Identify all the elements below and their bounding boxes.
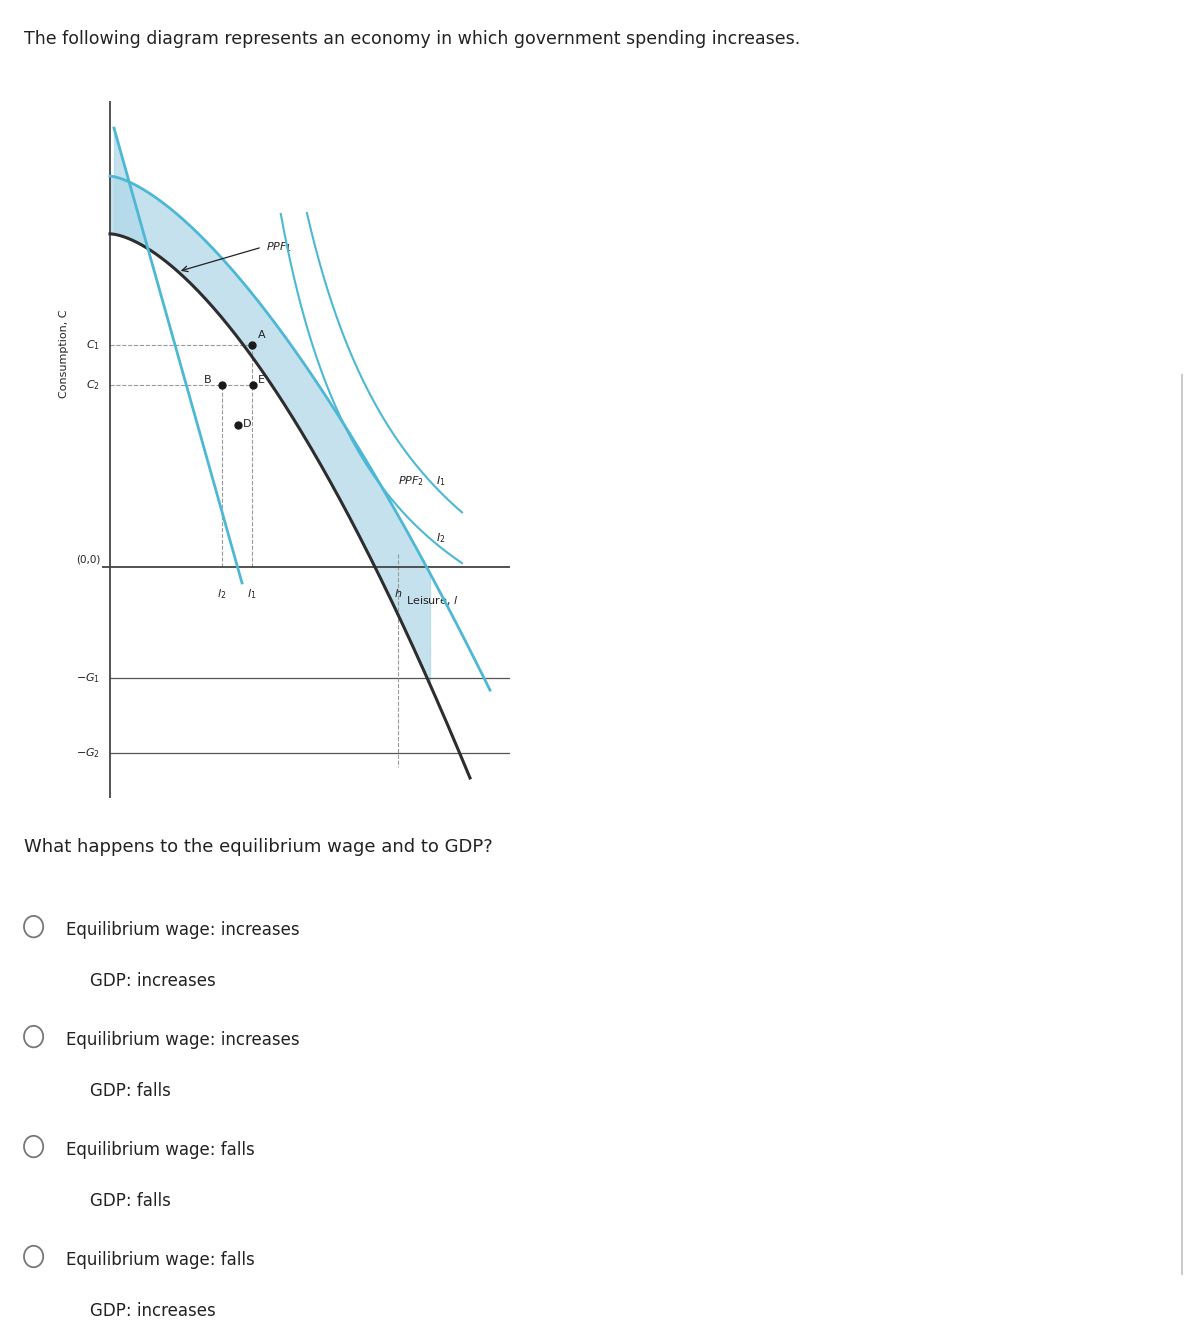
Text: $-G_1$: $-G_1$ xyxy=(76,670,100,685)
Text: $PPF_1$: $PPF_1$ xyxy=(266,240,292,253)
Text: Leisure, $l$: Leisure, $l$ xyxy=(406,594,458,606)
Text: E: E xyxy=(258,374,265,385)
Text: D: D xyxy=(242,418,251,429)
Text: B: B xyxy=(204,374,211,385)
Text: Equilibrium wage: falls: Equilibrium wage: falls xyxy=(66,1141,254,1159)
Text: GDP: increases: GDP: increases xyxy=(90,972,216,990)
Text: $-G_2$: $-G_2$ xyxy=(76,747,100,760)
Text: $h$: $h$ xyxy=(394,587,402,599)
Text: $PPF_2$: $PPF_2$ xyxy=(398,475,424,488)
Text: Consumption, C: Consumption, C xyxy=(59,310,70,398)
Text: $l_2$: $l_2$ xyxy=(217,587,227,601)
Text: $I_1$: $I_1$ xyxy=(436,475,445,488)
Text: GDP: increases: GDP: increases xyxy=(90,1302,216,1320)
Text: $I_2$: $I_2$ xyxy=(436,531,445,546)
Text: Equilibrium wage: falls: Equilibrium wage: falls xyxy=(66,1251,254,1269)
Text: $C_2$: $C_2$ xyxy=(86,378,100,392)
Text: Equilibrium wage: increases: Equilibrium wage: increases xyxy=(66,1031,300,1049)
Text: A: A xyxy=(258,330,265,341)
Text: GDP: falls: GDP: falls xyxy=(90,1082,170,1100)
Text: The following diagram represents an economy in which government spending increas: The following diagram represents an econ… xyxy=(24,30,800,47)
Text: Equilibrium wage: increases: Equilibrium wage: increases xyxy=(66,921,300,939)
Text: $C_1$: $C_1$ xyxy=(86,338,100,351)
Text: (0,0): (0,0) xyxy=(76,555,100,565)
Text: $l_1$: $l_1$ xyxy=(247,587,257,601)
Text: What happens to the equilibrium wage and to GDP?: What happens to the equilibrium wage and… xyxy=(24,838,493,856)
Text: GDP: falls: GDP: falls xyxy=(90,1192,170,1210)
